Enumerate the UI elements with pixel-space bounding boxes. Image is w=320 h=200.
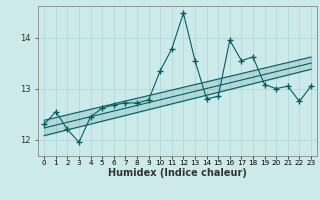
X-axis label: Humidex (Indice chaleur): Humidex (Indice chaleur)	[108, 168, 247, 178]
